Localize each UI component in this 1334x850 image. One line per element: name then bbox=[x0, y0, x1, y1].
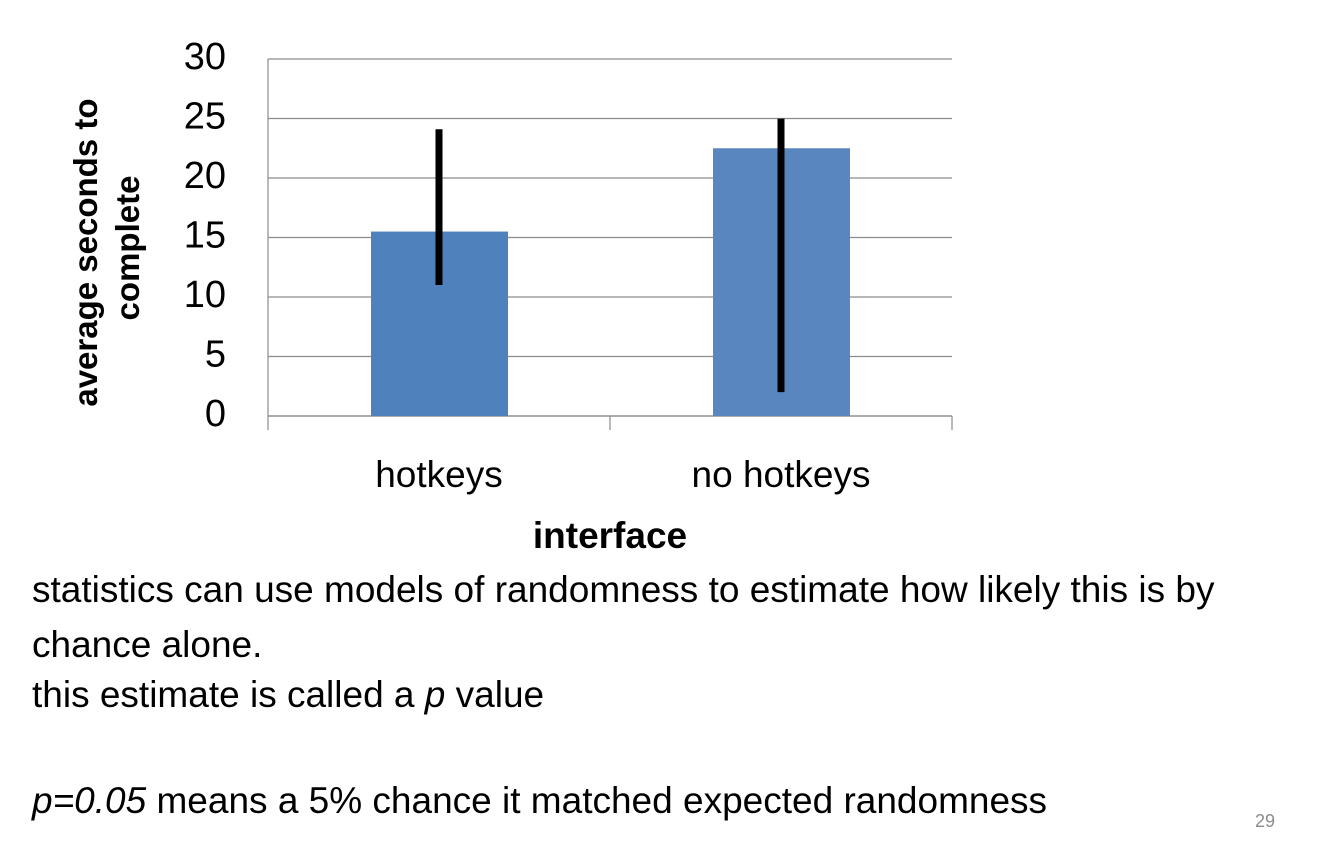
body-text: p=0.05 means a 5% chance it matched expe… bbox=[31, 780, 1047, 821]
text-span: this estimate is called a bbox=[32, 674, 425, 715]
y-tick-label: 10 bbox=[184, 274, 226, 316]
body-text: this estimate is called a p value bbox=[32, 674, 544, 715]
y-tick-label: 20 bbox=[184, 155, 226, 197]
x-axis-label: interface bbox=[533, 515, 687, 556]
y-tick-label: 5 bbox=[205, 334, 226, 376]
y-tick-label: 0 bbox=[205, 393, 226, 435]
text-span: means a 5% chance it matched expected ra… bbox=[146, 780, 1047, 821]
page-number: 29 bbox=[1255, 811, 1275, 831]
y-tick-label: 15 bbox=[184, 215, 226, 257]
y-axis-label: average seconds to complete bbox=[67, 89, 146, 406]
x-tick-label: hotkeys bbox=[375, 454, 503, 495]
body-text: statistics can use models of randomness … bbox=[32, 569, 1225, 665]
y-tick-label: 30 bbox=[184, 36, 226, 78]
text-span: p=0.05 bbox=[31, 780, 147, 821]
text-span: value bbox=[445, 674, 544, 715]
x-tick-label: no hotkeys bbox=[692, 454, 871, 495]
text-span: p bbox=[424, 674, 446, 715]
y-tick-label: 25 bbox=[184, 96, 226, 138]
